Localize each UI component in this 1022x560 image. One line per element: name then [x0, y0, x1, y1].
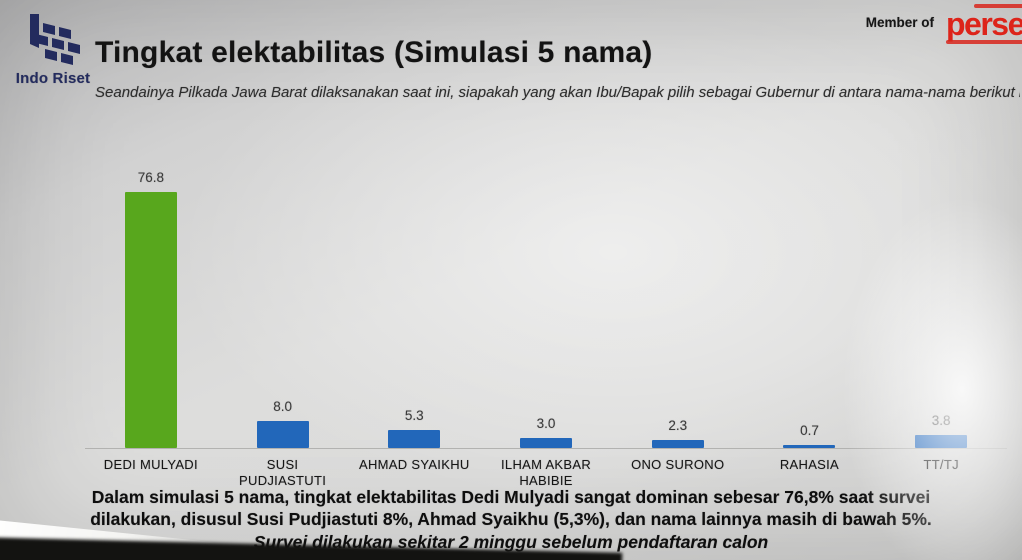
x-axis-line	[85, 448, 1007, 449]
bar-category-label: ONO SURONO	[631, 457, 725, 472]
bar-category-label: AHMAD SYAIKHU	[359, 457, 470, 472]
brand-name: Indo Riset	[15, 70, 91, 87]
bar-value-label: 8.0	[273, 399, 292, 414]
summary-note: Survei dilakukan sekitar 2 minggu sebelu…	[253, 532, 769, 553]
bar-column: 0.7	[744, 423, 876, 448]
bar-category-label: ILHAM AKBAR HABIBIE	[501, 457, 592, 489]
member-of-block: Member of perse	[866, 4, 1022, 44]
page-title: Tingkat elektabilitas (Simulasi 5 nama)	[95, 36, 653, 69]
bar	[520, 438, 573, 448]
bar-category-label: SUSI PUDJIASTUTI	[239, 457, 327, 489]
summary-line: Dalam simulasi 5 nama, tingkat elektabil…	[90, 487, 932, 530]
indo-riset-logo: Indo Riset	[8, 14, 98, 87]
bar	[124, 192, 177, 448]
bar-column: 76.8	[85, 170, 217, 448]
bar	[783, 445, 836, 448]
indo-riset-flag-icon	[30, 14, 80, 65]
bar-value-label: 2.3	[668, 418, 688, 433]
persepi-logo: perse	[946, 4, 1022, 44]
bar-category-label: DEDI MULYADI	[103, 457, 198, 472]
bar-value-label: 3.0	[536, 416, 556, 431]
bar-column: 2.3	[612, 418, 744, 448]
bar-column: 3.0	[480, 416, 612, 448]
member-of-label: Member of	[865, 14, 934, 30]
bar-category-label: TT/TJ	[923, 457, 959, 472]
bar	[651, 440, 704, 448]
bar-category-label: RAHASIA	[779, 457, 840, 472]
bar-value-label: 76.8	[137, 170, 164, 185]
bar-value-label: 3.8	[931, 413, 951, 428]
bar-column: 8.0	[217, 399, 349, 448]
bar	[915, 435, 968, 448]
persepi-wordmark: perse	[946, 6, 1022, 42]
bar-value-label: 0.7	[800, 423, 819, 438]
persepi-smallprint-bottom	[946, 40, 1022, 44]
bar-column: 5.3	[348, 408, 480, 448]
bar	[256, 421, 309, 448]
category-labels-row: DEDI MULYADI SUSI PUDJIASTUTI AHMAD SYAIKH…	[85, 457, 1007, 490]
electability-bar-chart: 76.8 8.0 5.3 3.0 2.3 0.7 3.8 DEDI MULYADI SUSI …	[85, 148, 1007, 490]
bar-value-label: 5.3	[404, 408, 424, 423]
bar-column: 3.8	[875, 413, 1007, 448]
persepi-smallprint-top	[974, 4, 1022, 8]
survey-question-subtitle: Seandainya Pilkada Jawa Barat dilaksanak…	[95, 84, 1020, 101]
bars-row: 76.8 8.0 5.3 3.0 2.3 0.7 3.8	[85, 148, 1007, 448]
summary-text-block: Dalam simulasi 5 nama, tingkat elektabil…	[70, 486, 952, 554]
bar	[388, 430, 441, 448]
